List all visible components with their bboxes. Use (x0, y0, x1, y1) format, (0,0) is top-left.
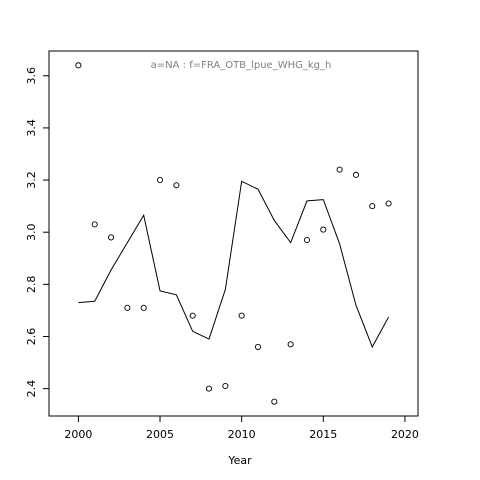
data-point (369, 203, 376, 210)
data-point (254, 343, 262, 350)
y-tick-label: 2.4 (25, 380, 38, 398)
data-point (205, 385, 213, 392)
data-point (238, 312, 245, 319)
data-point (222, 382, 229, 390)
y-axis: 2.4 2.6 2.8 3.0 3.2 3.4 3.6 (25, 67, 49, 397)
y-tick-label: 3.6 (25, 67, 38, 85)
data-point (271, 398, 278, 405)
data-point (320, 226, 327, 233)
data-point (91, 221, 98, 228)
data-point (189, 312, 196, 319)
data-point (173, 182, 180, 189)
x-axis-label: Year (227, 454, 252, 467)
y-tick-label: 2.8 (25, 276, 38, 294)
data-point (107, 234, 115, 241)
y-tick-label: 3.2 (25, 171, 38, 189)
data-point (124, 304, 131, 311)
data-point (303, 236, 311, 244)
plot-area (48, 50, 419, 417)
x-tick-label: 2020 (391, 428, 419, 441)
data-point (336, 166, 343, 173)
y-tick-label: 2.6 (25, 328, 38, 346)
data-point (140, 304, 147, 311)
data-point (156, 177, 164, 184)
x-tick-label: 2015 (309, 428, 337, 441)
data-point (75, 62, 82, 69)
x-tick-label: 2000 (64, 428, 92, 441)
x-axis: 2000 2005 2010 2015 2020 (64, 416, 419, 441)
trend-line (78, 180, 390, 349)
data-point (287, 341, 294, 348)
x-tick-label: 2010 (228, 428, 256, 441)
x-tick-label: 2005 (146, 428, 174, 441)
data-point (385, 200, 392, 207)
data-point (352, 171, 360, 178)
y-tick-label: 3.0 (25, 223, 38, 241)
y-tick-label: 3.4 (25, 119, 38, 136)
chart-title: a=NA : f=FRA_OTB_lpue_WHG_kg_h (151, 60, 332, 71)
plot-frame (48, 50, 419, 417)
